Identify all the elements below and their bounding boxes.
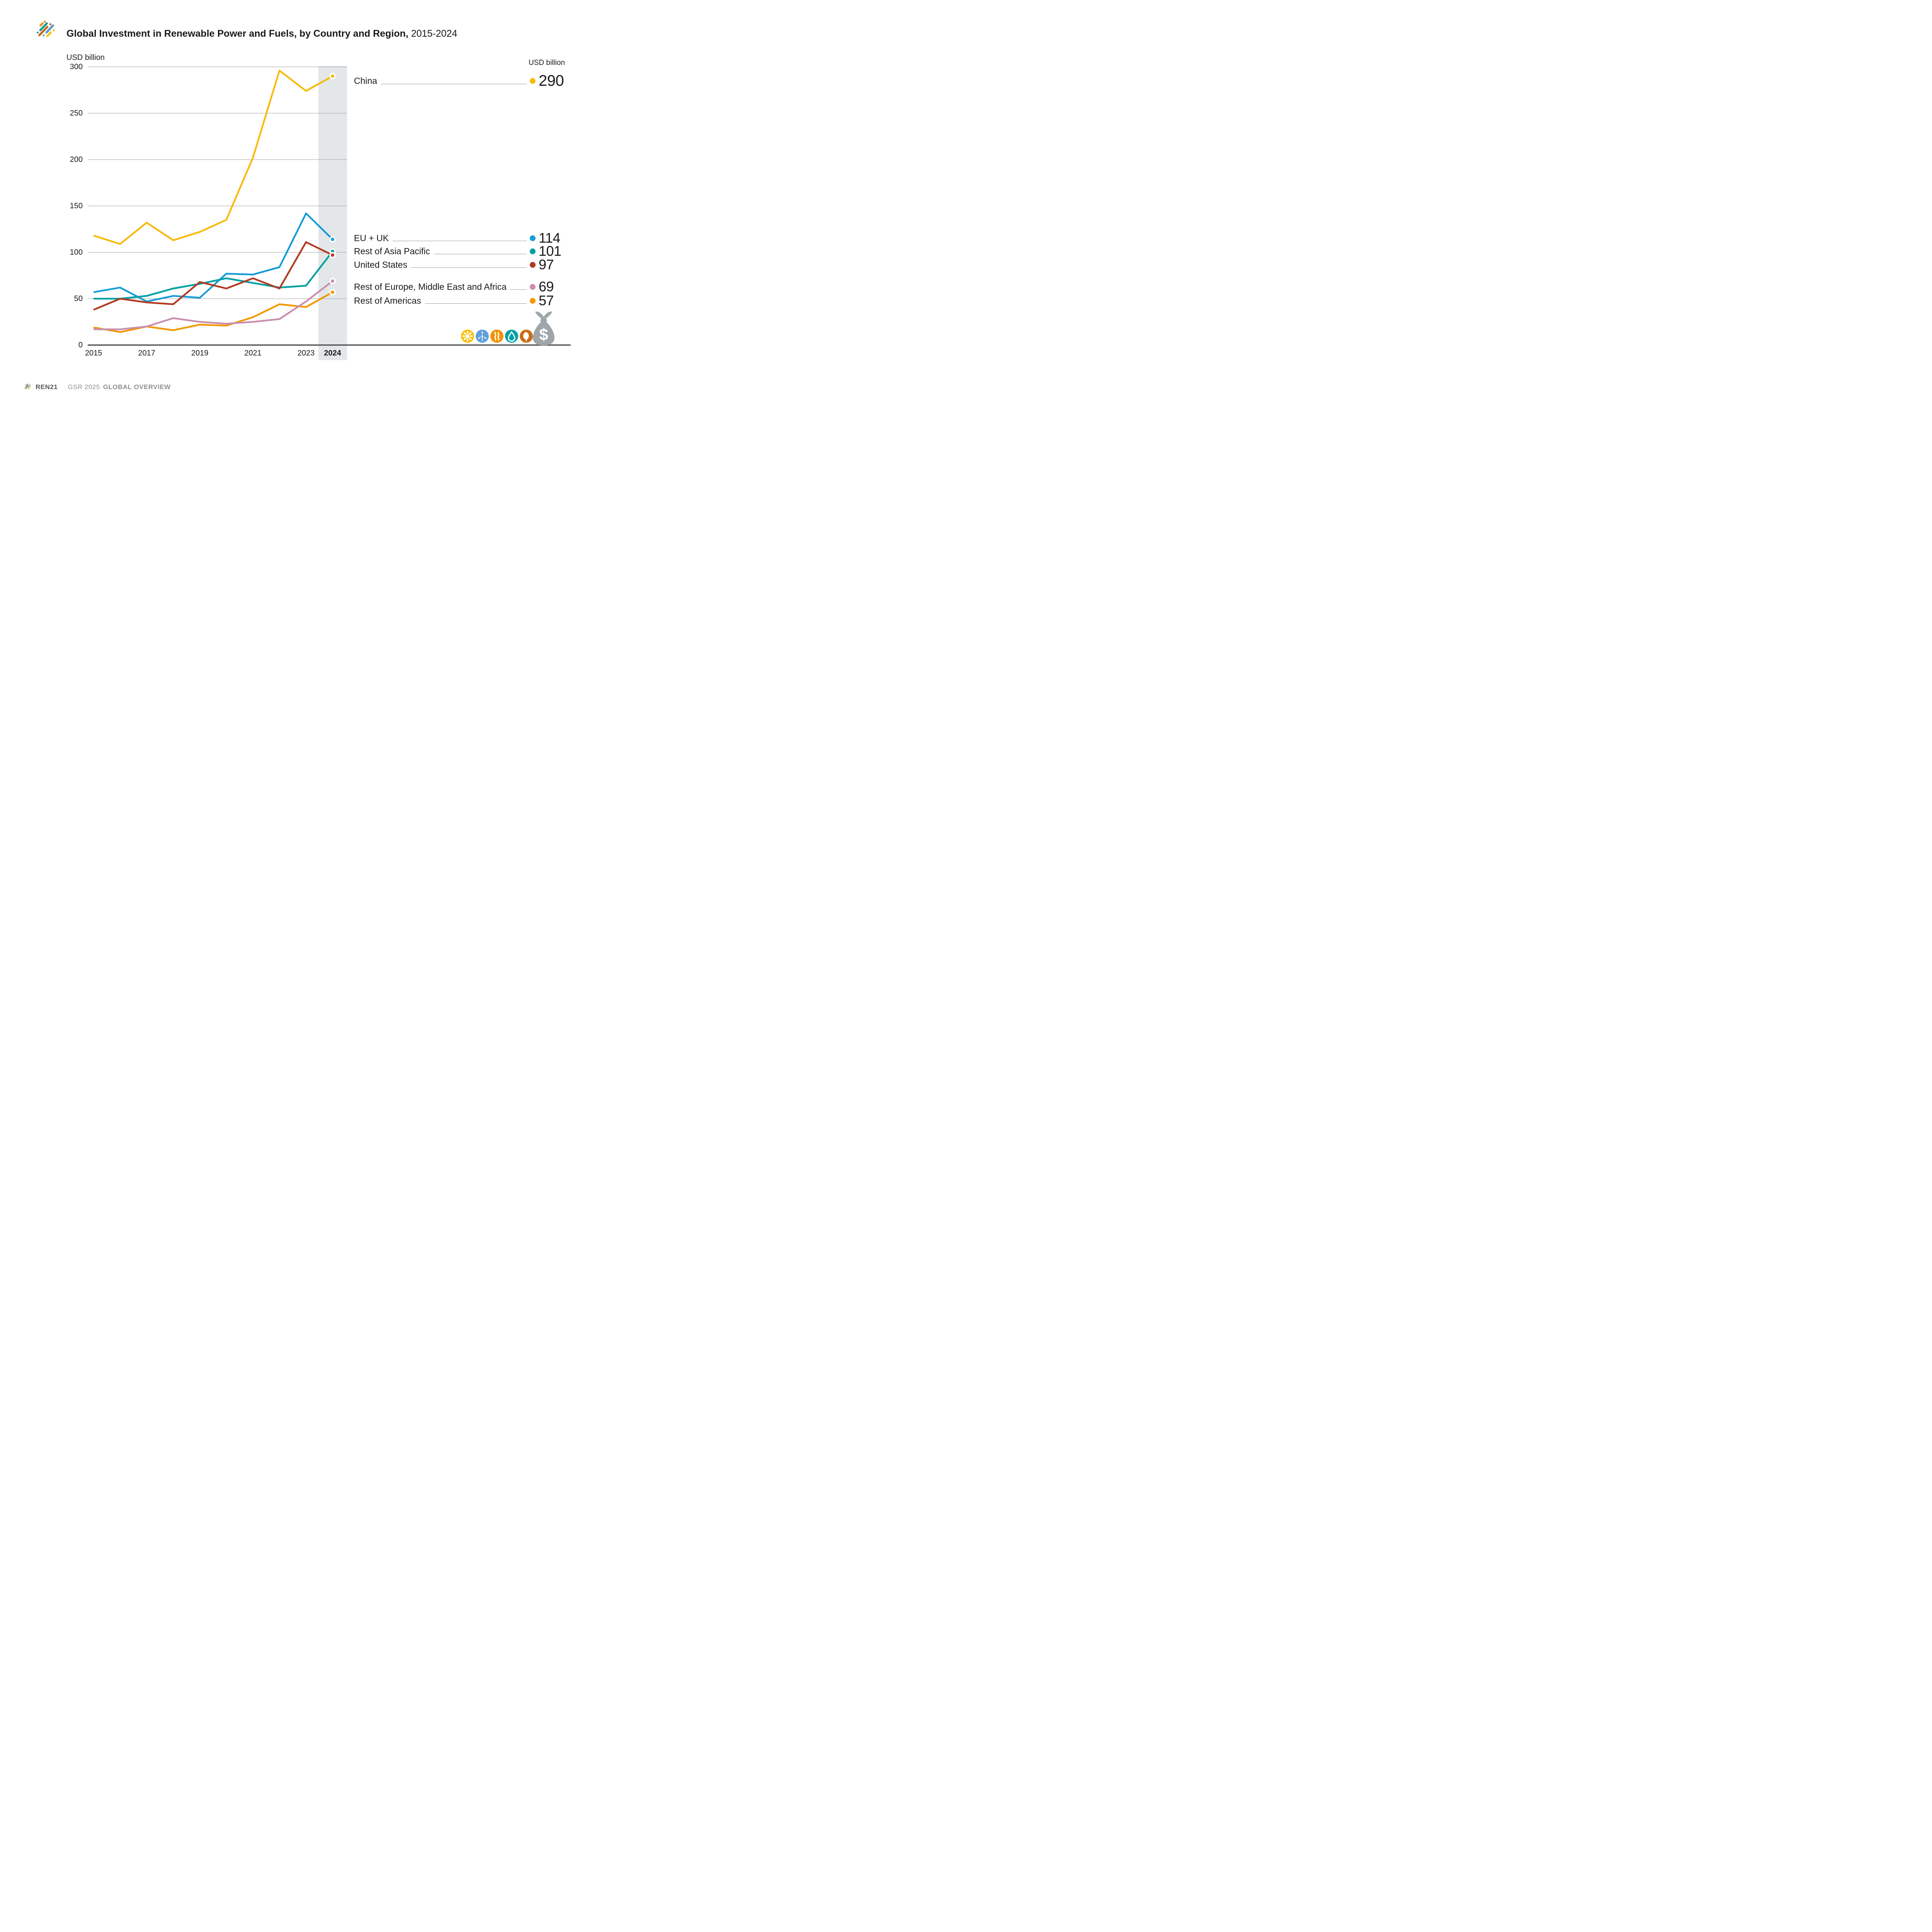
legend-dot — [530, 248, 536, 254]
money-bag-icon: $ — [529, 311, 558, 345]
series-line-United States — [93, 241, 333, 311]
y-tick-label: 50 — [74, 294, 83, 303]
legend-label: Rest of Asia Pacific — [354, 246, 430, 256]
end-dot-Rest of Americas — [329, 289, 336, 296]
wind-turbine-icon — [476, 330, 489, 343]
series-line-Rest of Asia Pacific — [94, 251, 333, 300]
legend-unit-label: USD billion — [529, 59, 565, 67]
leaf-icon — [520, 330, 533, 343]
legend-value: 114 — [539, 230, 560, 246]
legend-leader-line — [510, 289, 527, 290]
legend-row-United States: United States 97 — [354, 257, 568, 273]
x-tick-label-2015: 2015 — [85, 349, 102, 357]
end-dot-EU + UK — [329, 236, 336, 243]
end-dot-China — [329, 73, 336, 80]
end-dot-Rest of Europe, Middle East and Africa — [329, 278, 336, 284]
legend-value: 57 — [539, 293, 554, 308]
x-tick-label-2023: 2023 — [297, 349, 315, 357]
legend-dot — [530, 235, 536, 241]
legend-leader-line — [381, 83, 527, 84]
y-tick-label: 250 — [70, 109, 83, 117]
footer-brand: REN21 — [36, 383, 58, 391]
footer-ren21-logo — [24, 383, 33, 391]
legend-leader-line — [425, 303, 527, 304]
y-tick-label: 0 — [78, 341, 83, 349]
legend-leader-line — [393, 240, 527, 241]
sun-icon — [461, 330, 474, 343]
legend-value: 69 — [539, 279, 554, 294]
water-drop-icon — [505, 330, 518, 343]
line-chart-canvas — [88, 66, 571, 360]
legend-label: EU + UK — [354, 233, 389, 243]
legend-label: Rest of Europe, Middle East and Africa — [354, 281, 507, 292]
y-axis-unit-label: USD billion — [66, 53, 105, 62]
legend-dot — [530, 298, 536, 304]
legend-dot — [530, 284, 536, 290]
end-dot-United States — [329, 252, 336, 259]
highlight-band-2024 — [318, 66, 347, 360]
title-period: 2015-2024 — [411, 28, 457, 39]
legend-row-EU + UK: EU + UK 114 — [354, 230, 568, 246]
series-line-China — [93, 70, 333, 245]
x-tick-label-2017: 2017 — [138, 349, 155, 357]
page-title: Global Investment in Renewable Power and… — [66, 28, 457, 39]
legend-dot — [530, 262, 536, 268]
legend-label: Rest of Americas — [354, 295, 421, 306]
geothermal-icon — [490, 330, 503, 343]
legend-row-China: China 290 — [354, 72, 568, 90]
title-main: Global Investment in Renewable Power and… — [66, 28, 408, 39]
x-tick-label-2024: 2024 — [324, 349, 341, 357]
legend-leader-line — [434, 253, 527, 254]
footer-section: GLOBAL OVERVIEW — [103, 383, 171, 391]
dollar-sign: $ — [539, 325, 548, 344]
legend-row-Rest of Asia Pacific: Rest of Asia Pacific 101 — [354, 243, 568, 259]
x-tick-label-2019: 2019 — [191, 349, 209, 357]
footer: REN21 GSR 2025 GLOBAL OVERVIEW — [24, 383, 171, 391]
legend-label: China — [354, 76, 378, 86]
legend-value: 97 — [539, 257, 554, 272]
y-tick-label: 200 — [70, 155, 83, 164]
footer-report: GSR 2025 — [68, 383, 100, 391]
legend-label: United States — [354, 259, 408, 270]
series-line-Rest of Americas — [93, 291, 333, 333]
y-tick-label: 150 — [70, 202, 83, 210]
ren21-logo — [36, 20, 61, 42]
legend-dot — [530, 78, 536, 84]
legend-row-Rest of Europe, Middle East and Africa: Rest of Europe, Middle East and Africa 69 — [354, 279, 568, 295]
series-line-Rest of Europe, Middle East and Africa — [94, 280, 333, 330]
legend-leader-line — [411, 267, 527, 268]
y-tick-label: 300 — [70, 63, 83, 71]
legend-value: 101 — [539, 243, 561, 259]
legend-row-Rest of Americas: Rest of Americas 57 — [354, 293, 568, 309]
legend-value: 290 — [539, 72, 564, 89]
y-tick-label: 100 — [70, 248, 83, 257]
x-tick-label-2021: 2021 — [244, 349, 262, 357]
figure-page: { "header": { "title_main": "Global Inve… — [0, 0, 584, 403]
